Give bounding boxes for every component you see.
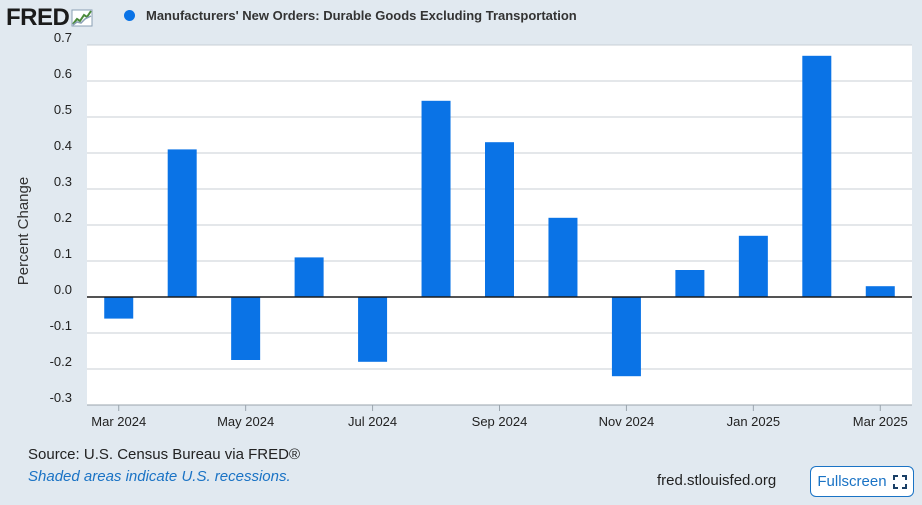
x-tick-label: May 2024 xyxy=(217,414,274,429)
legend-series-marker xyxy=(124,10,135,21)
chart-legend[interactable]: Manufacturers' New Orders: Durable Goods… xyxy=(124,8,577,23)
x-tick-label: Mar 2025 xyxy=(853,414,908,429)
y-tick-label: 0.5 xyxy=(54,102,72,117)
source-note: Source: U.S. Census Bureau via FRED® xyxy=(28,446,300,463)
fullscreen-label: Fullscreen xyxy=(817,473,887,490)
x-tick-label: Mar 2024 xyxy=(91,414,146,429)
y-tick-label: 0.7 xyxy=(54,30,72,45)
fred-logo-text: FRED xyxy=(6,4,70,31)
y-tick-label: 0.3 xyxy=(54,174,72,189)
source-text: U.S. Census Bureau via FRED® xyxy=(83,446,301,463)
bar-aug-2024 xyxy=(421,100,451,297)
y-tick-label: 0.1 xyxy=(54,246,72,261)
site-link[interactable]: fred.stlouisfed.org xyxy=(657,472,777,489)
bar-dec-2024 xyxy=(675,270,705,297)
bar-oct-2024 xyxy=(548,217,578,297)
x-tick-label: Nov 2024 xyxy=(599,414,655,429)
y-tick-label: -0.2 xyxy=(50,354,72,369)
bar-may-2024 xyxy=(231,297,261,360)
fullscreen-icon xyxy=(892,474,907,489)
y-tick-label: 0.0 xyxy=(54,282,72,297)
recession-note[interactable]: Shaded areas indicate U.S. recessions. xyxy=(28,468,291,485)
fred-logo[interactable]: FRED xyxy=(6,4,93,32)
legend-series-label: Manufacturers' New Orders: Durable Goods… xyxy=(146,8,577,23)
bar-jul-2024 xyxy=(358,297,388,362)
bar-jan-2025 xyxy=(738,235,768,297)
bar-jun-2024 xyxy=(294,257,324,297)
bar-chart: 0.7 0.6 0.5 0.4 0.3 0.2 0.1 0.0 -0.1 -0.2 -0.3 Mar … xyxy=(15,30,912,429)
x-tick-label: Sep 2024 xyxy=(472,414,528,429)
bar-apr-2024 xyxy=(167,149,197,297)
bar-sep-2024 xyxy=(485,142,514,297)
source-prefix: Source: xyxy=(28,446,84,463)
fullscreen-button[interactable]: Fullscreen xyxy=(810,466,914,497)
x-tick-label: Jul 2024 xyxy=(348,414,397,429)
y-tick-label: 0.4 xyxy=(54,138,72,153)
y-tick-label: 0.6 xyxy=(54,66,72,81)
fred-graph-icon xyxy=(71,7,93,32)
bar-mar-2025 xyxy=(865,286,895,297)
y-tick-label: 0.2 xyxy=(54,210,72,225)
bar-feb-2025 xyxy=(802,55,832,297)
x-tick-label: Jan 2025 xyxy=(727,414,781,429)
y-tick-label: -0.1 xyxy=(50,318,72,333)
bar-mar-2024 xyxy=(104,297,134,319)
y-axis-title: Percent Change xyxy=(15,177,32,285)
bar-nov-2024 xyxy=(611,297,641,377)
y-tick-label: -0.3 xyxy=(50,390,72,405)
